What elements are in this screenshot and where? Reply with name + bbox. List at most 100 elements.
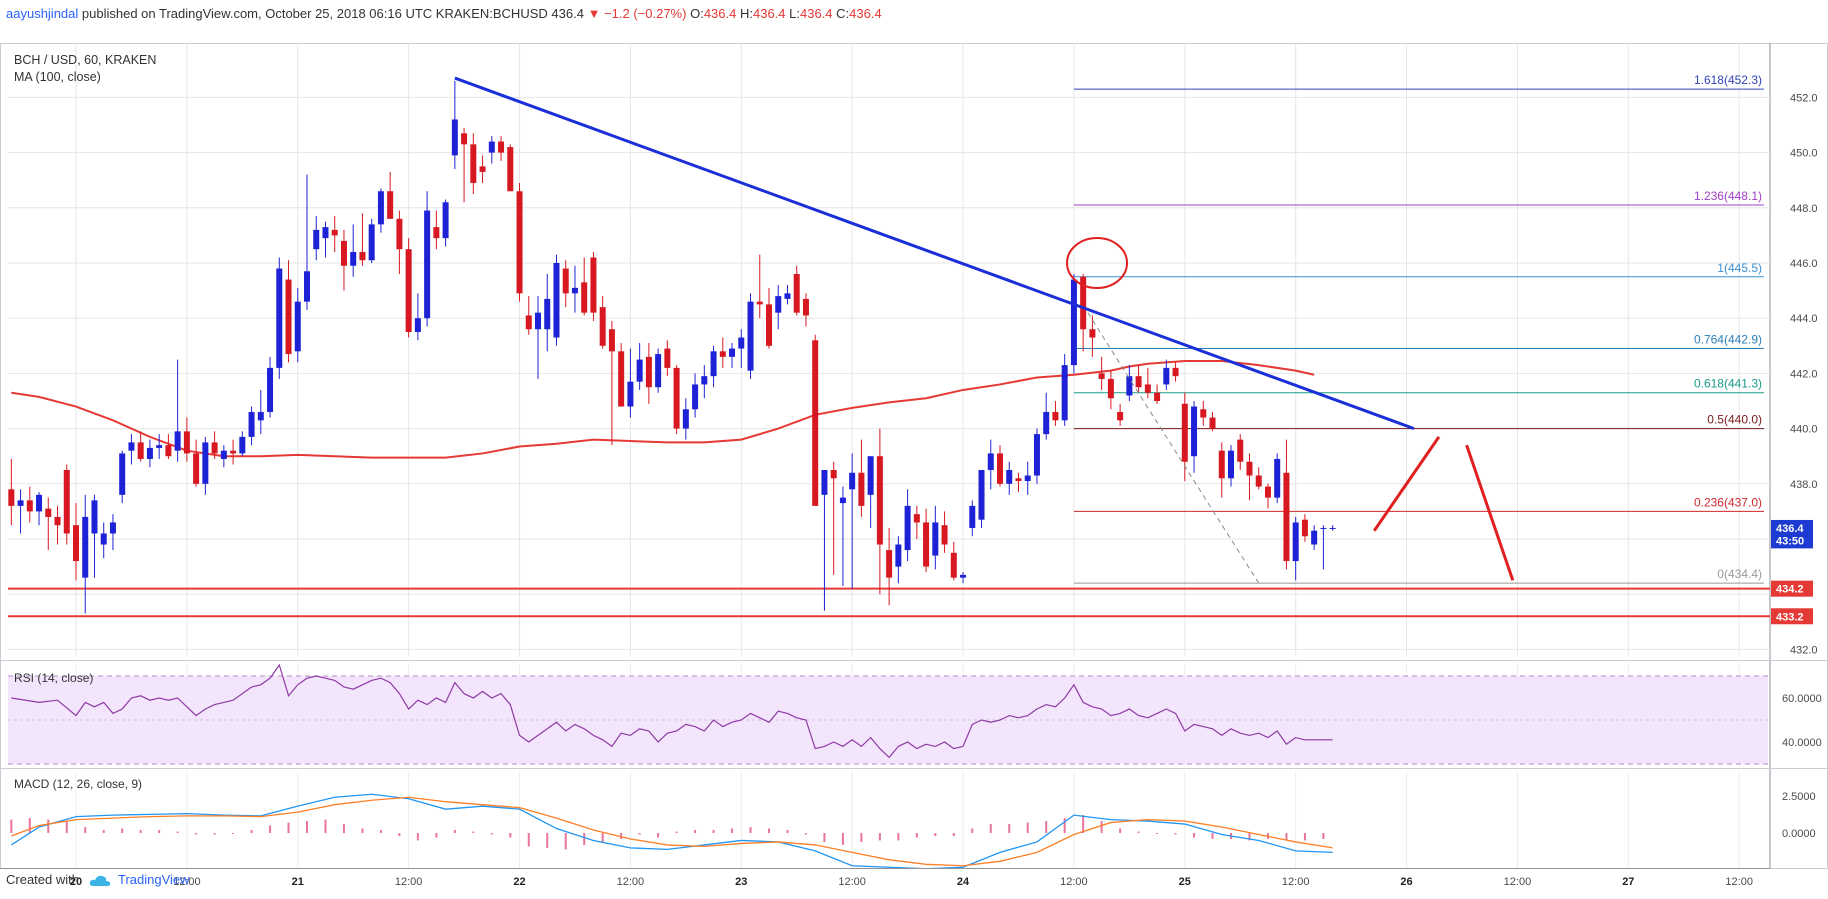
candle	[146, 439, 153, 468]
candle-body	[923, 522, 930, 567]
macd-histogram-bar	[878, 833, 881, 841]
time-tick-label: 27	[1622, 876, 1634, 888]
candle-body	[756, 301, 763, 305]
open-value: 436.4	[703, 6, 737, 21]
candle	[553, 254, 560, 346]
macd-histogram-bar	[250, 830, 253, 833]
candle	[1107, 370, 1114, 410]
macd-histogram-bar	[47, 819, 50, 833]
candle-body	[109, 522, 116, 534]
candle-body	[433, 227, 440, 239]
candle	[664, 340, 671, 377]
candle-body	[285, 279, 292, 355]
candle-body	[377, 191, 384, 225]
candles	[8, 80, 1336, 614]
candle	[119, 450, 126, 504]
macd-tick-label: 0.0000	[1782, 828, 1816, 840]
candle-body	[1200, 409, 1207, 418]
open-label: O:	[690, 6, 704, 21]
candle	[1228, 445, 1234, 487]
macd-histogram-bar	[527, 833, 530, 847]
macd-histogram-bar	[546, 833, 549, 848]
time-tick-label: 24	[957, 876, 970, 888]
tradingview-brand-link[interactable]: TradingView	[118, 872, 190, 887]
candle-body	[1246, 461, 1253, 476]
candle	[313, 216, 320, 261]
candle-body	[1274, 458, 1281, 498]
candle-body	[248, 412, 255, 437]
candle	[1154, 384, 1161, 404]
time-tick-label: 26	[1400, 876, 1412, 888]
macd-histogram-bar	[287, 822, 290, 833]
candle	[1070, 274, 1077, 374]
macd-histogram-bar	[472, 831, 475, 833]
macd-histogram-bar	[1156, 833, 1159, 834]
candle-body	[516, 191, 523, 294]
macd-histogram-bar	[10, 819, 13, 833]
moving-average	[11, 359, 1315, 459]
candle	[1283, 439, 1290, 570]
macd-histogram-bar	[490, 833, 493, 835]
candle-body	[405, 249, 412, 332]
candle-body	[470, 144, 477, 183]
macd-histogram-bar	[731, 828, 734, 833]
price-tick-label: 450.0	[1790, 148, 1818, 160]
candle	[627, 348, 634, 418]
macd-histogram-bar	[989, 824, 992, 833]
price-badge	[1771, 519, 1813, 536]
candle-body	[627, 381, 634, 407]
candle-body	[692, 384, 699, 410]
candle-body	[165, 445, 172, 457]
candle	[1024, 461, 1031, 495]
candle-body	[821, 470, 828, 495]
last-price: 436.4	[551, 6, 584, 21]
macd-histogram-bar	[28, 818, 31, 833]
macd-histogram-bar	[324, 819, 327, 833]
price-tick-label: 452.0	[1790, 92, 1818, 104]
candle-body	[701, 376, 708, 385]
macd-histogram-bar	[694, 830, 697, 833]
macd-histogram-bar	[269, 825, 272, 833]
macd-histogram-bar	[102, 830, 105, 833]
candle	[1015, 472, 1022, 493]
rsi-line	[11, 664, 1333, 759]
candle-body	[812, 340, 819, 506]
candle-body	[784, 293, 791, 299]
fib-level-label: 1.618(452.3)	[1694, 73, 1762, 87]
candle	[673, 365, 680, 435]
candle	[793, 265, 800, 316]
time-tick-label: 21	[292, 876, 304, 888]
candle-body	[1006, 470, 1013, 484]
candle-body	[590, 257, 597, 313]
price-tick-label: 444.0	[1790, 313, 1818, 325]
candle	[257, 389, 264, 435]
forecast-down-line	[1465, 444, 1515, 581]
candle-body	[775, 296, 782, 313]
fib-level-label: 1(445.5)	[1717, 261, 1762, 275]
candle	[692, 373, 699, 418]
author-link[interactable]: aayushjindal	[6, 6, 79, 21]
candle-body	[1264, 486, 1271, 498]
candle-body	[1255, 475, 1262, 487]
chart-frames	[0, 43, 1828, 869]
candle-body	[350, 251, 357, 266]
macd-histogram-bar	[934, 833, 937, 836]
candle	[1218, 442, 1225, 498]
time-tick-label: 25	[1179, 876, 1191, 888]
macd-histogram-bar	[786, 830, 789, 833]
macd-histogram-bar	[139, 830, 142, 833]
candle	[839, 486, 846, 586]
candle	[100, 522, 107, 559]
symbol-name: KRAKEN:BCHUSD	[435, 6, 548, 21]
candle	[1311, 525, 1318, 551]
candle-body	[830, 470, 837, 479]
macd-histogram-bar	[804, 833, 807, 835]
candle	[17, 489, 24, 534]
time-tick-label: 12:00	[1725, 876, 1753, 888]
candle-body	[340, 240, 347, 266]
macd-histogram-bar	[952, 833, 955, 836]
candle	[775, 285, 782, 330]
macd-histogram-bar	[453, 830, 456, 833]
candle-body	[1144, 384, 1151, 393]
